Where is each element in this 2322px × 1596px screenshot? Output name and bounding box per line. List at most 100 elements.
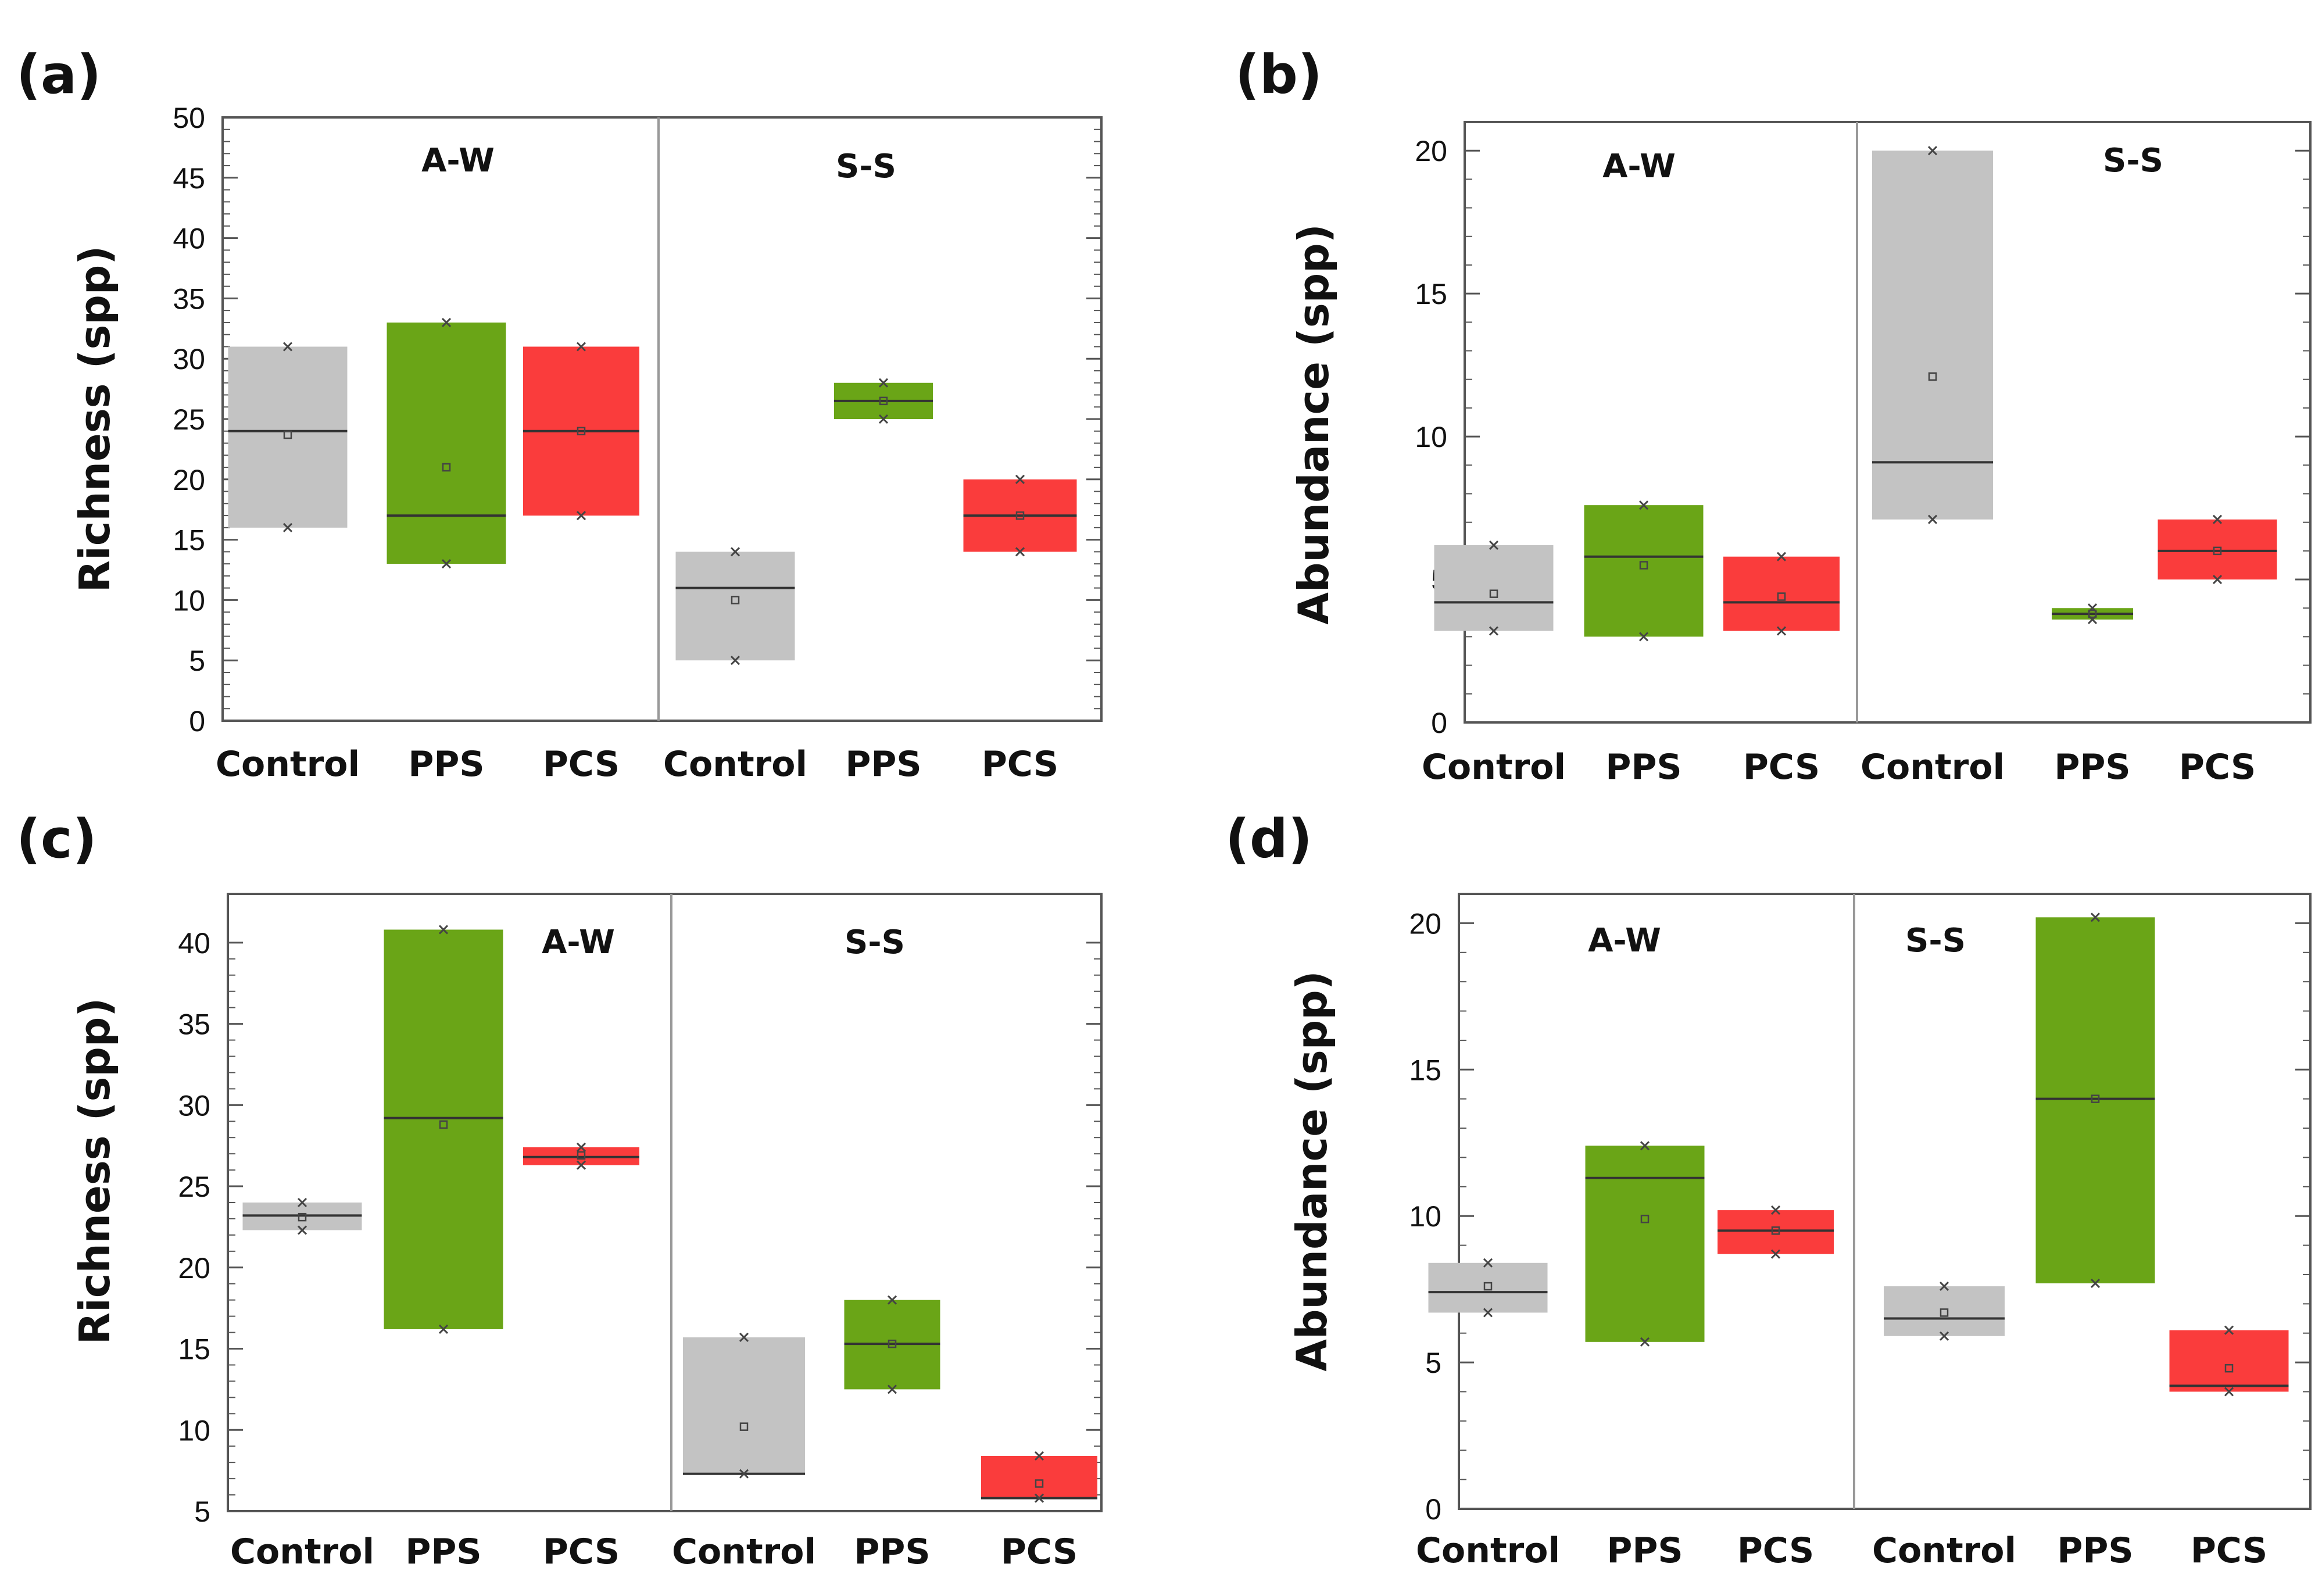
box-a-w-pps bbox=[1584, 500, 1704, 642]
box-min-marker bbox=[1939, 1331, 1949, 1341]
category-label: PCS bbox=[1743, 747, 1820, 788]
group-label-1: S-S bbox=[845, 924, 905, 961]
box-a-w-pcs bbox=[523, 342, 639, 521]
category-label: PPS bbox=[405, 1531, 481, 1572]
y-tick-label: 0 bbox=[1431, 707, 1447, 739]
box-s-s-pcs bbox=[2169, 1325, 2289, 1397]
box-mean-marker bbox=[888, 1339, 897, 1348]
box-mean-marker bbox=[577, 1151, 586, 1160]
box-min-marker bbox=[1638, 632, 1649, 642]
box-min-marker bbox=[282, 523, 293, 532]
category-label: Control bbox=[1861, 747, 2005, 788]
category-label: Control bbox=[672, 1531, 816, 1572]
category-label: Control bbox=[216, 744, 360, 785]
box-s-s-pps bbox=[834, 378, 933, 424]
y-axis: 0 5 10 15 20 bbox=[1409, 907, 2310, 1526]
box-a-w-control bbox=[242, 1197, 362, 1235]
box-mean-marker bbox=[283, 430, 292, 439]
panel-d: (d) 0 5 10 15 20 A-W S-S Abundance (spp) Control P… bbox=[1225, 808, 2312, 1571]
category-label: PCS bbox=[1737, 1530, 1814, 1571]
y-tick-label: 35 bbox=[173, 282, 205, 315]
category-label: PCS bbox=[1001, 1531, 1078, 1572]
box-min-marker bbox=[1034, 1493, 1044, 1503]
y-tick-label: 25 bbox=[178, 1171, 210, 1203]
category-label: PPS bbox=[408, 744, 484, 785]
box-mean-marker bbox=[439, 1120, 448, 1129]
y-tick-label: 50 bbox=[173, 102, 205, 134]
box-max-marker bbox=[887, 1295, 897, 1305]
category-label: Control bbox=[663, 744, 807, 785]
box-a-w-pcs bbox=[1718, 1205, 1834, 1259]
box-s-s-pps bbox=[844, 1295, 940, 1394]
box-max-marker bbox=[282, 342, 293, 352]
category-label: PPS bbox=[845, 744, 921, 785]
group-label-1: S-S bbox=[1905, 922, 1966, 960]
box-min-marker bbox=[730, 656, 740, 665]
box-body bbox=[1872, 151, 1993, 520]
box-s-s-control bbox=[1872, 146, 1993, 524]
box-max-marker bbox=[576, 1142, 586, 1153]
box-a-w-control bbox=[1434, 540, 1554, 636]
box-min-marker bbox=[2224, 1387, 2234, 1397]
box-max-marker bbox=[1483, 1258, 1493, 1268]
y-tick-label: 45 bbox=[173, 162, 205, 195]
box-body bbox=[683, 1337, 805, 1474]
box-min-marker bbox=[1927, 514, 1938, 524]
box-max-marker bbox=[1939, 1282, 1949, 1291]
category-label: Control bbox=[1422, 747, 1566, 788]
y-tick-label: 20 bbox=[1409, 907, 1441, 940]
box-mean-marker bbox=[1928, 372, 1937, 381]
box-max-marker bbox=[2087, 603, 2098, 613]
panel-letter: (a) bbox=[16, 44, 101, 106]
panel-letter: (b) bbox=[1235, 44, 1322, 106]
box-mean-marker bbox=[442, 463, 451, 472]
box-a-w-pcs bbox=[523, 1142, 639, 1170]
y-tick-label: 15 bbox=[178, 1333, 210, 1366]
y-tick-label: 40 bbox=[173, 223, 205, 255]
category-label: PCS bbox=[2179, 747, 2256, 788]
box-min-marker bbox=[441, 559, 452, 569]
box-s-s-control bbox=[675, 547, 795, 665]
box-s-s-pps bbox=[2035, 912, 2155, 1289]
box-s-s-pcs bbox=[2158, 514, 2277, 585]
box-mean-marker bbox=[1640, 1214, 1650, 1223]
box-min-marker bbox=[2087, 614, 2098, 624]
box-s-s-pcs bbox=[963, 474, 1077, 557]
box-mean-marker bbox=[1639, 561, 1648, 570]
box-min-marker bbox=[887, 1384, 897, 1394]
box-a-w-pps bbox=[384, 925, 503, 1334]
box-mean-marker bbox=[2088, 609, 2097, 618]
box-mean-marker bbox=[1777, 592, 1786, 601]
y-tick-label: 40 bbox=[178, 927, 210, 960]
box-max-marker bbox=[878, 378, 889, 388]
y-tick-label: 20 bbox=[1415, 135, 1447, 167]
y-tick-label: 30 bbox=[178, 1089, 210, 1122]
box-a-w-control bbox=[228, 342, 348, 532]
box-a-w-pcs bbox=[1723, 552, 1840, 636]
box-body bbox=[387, 322, 506, 564]
y-tick-label: 25 bbox=[173, 403, 205, 436]
category-label: Control bbox=[1872, 1530, 2016, 1571]
y-axis: 5 10 15 20 25 30 35 40 bbox=[178, 927, 1101, 1528]
box-mean-marker bbox=[298, 1212, 307, 1222]
box-max-marker bbox=[297, 1197, 307, 1208]
box-min-marker bbox=[739, 1469, 749, 1479]
group-label-0: A-W bbox=[1602, 148, 1676, 185]
y-tick-label: 10 bbox=[1409, 1200, 1441, 1233]
y-axis-label: Richness (spp) bbox=[70, 998, 119, 1345]
y-tick-label: 5 bbox=[189, 645, 205, 677]
y-tick-label: 5 bbox=[1425, 1347, 1441, 1379]
box-mean-marker bbox=[1771, 1226, 1780, 1235]
box-min-marker bbox=[1483, 1308, 1493, 1318]
y-tick-label: 35 bbox=[178, 1008, 210, 1041]
box-max-marker bbox=[1034, 1451, 1044, 1461]
category-label: PCS bbox=[2191, 1530, 2267, 1571]
box-max-marker bbox=[1640, 1141, 1650, 1151]
box-max-marker bbox=[1638, 500, 1649, 510]
category-label: Control bbox=[230, 1531, 374, 1572]
box-max-marker bbox=[730, 547, 740, 557]
y-axis-label: Richness (spp) bbox=[70, 246, 119, 593]
box-a-w-pps bbox=[387, 317, 506, 569]
box-mean-marker bbox=[731, 596, 740, 604]
